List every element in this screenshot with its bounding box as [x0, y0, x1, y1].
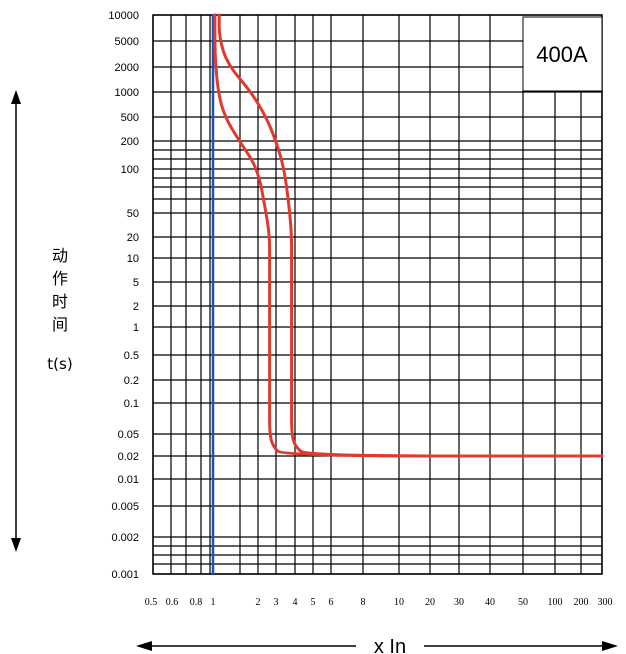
y-tick-label: 5000 — [115, 36, 139, 48]
y-tick-label: 0.02 — [118, 451, 139, 463]
arrow-left-icon — [136, 641, 152, 651]
x-tick-label: 0.5 — [145, 597, 158, 608]
y-tick-label: 200 — [121, 136, 139, 148]
x-tick-label: 3 — [274, 597, 279, 608]
y-tick-label: 0.01 — [118, 474, 139, 486]
ylabel-char-4: 间 — [52, 315, 68, 334]
y-tick-label: 0.001 — [111, 569, 139, 581]
x-tick-label: 300 — [598, 597, 613, 608]
x-tick-label: 0.6 — [166, 597, 179, 608]
y-tick-label: 0.002 — [111, 532, 139, 544]
y-tick-label: 0.05 — [118, 429, 139, 441]
x-tick-label: 1 — [211, 597, 216, 608]
x-tick-label: 30 — [454, 597, 464, 608]
y-tick-label: 1000 — [115, 87, 139, 99]
series-line-trip-curve-2 — [213, 13, 604, 458]
x-tick-label: 2 — [256, 597, 261, 608]
x-tick-label: 100 — [548, 597, 563, 608]
x-tick-label: 8 — [361, 597, 366, 608]
y-tick-label: 10 — [127, 253, 139, 265]
y-tick-label: 0.2 — [124, 375, 139, 387]
arrow-up-icon — [11, 90, 21, 104]
x-tick-label: 20 — [425, 597, 435, 608]
x-tick-label: 4 — [293, 597, 298, 608]
rating-box: 400A — [522, 16, 603, 92]
x-tick-label: 50 — [518, 597, 528, 608]
rating-label: 400A — [536, 42, 588, 67]
x-tick-label: 200 — [574, 597, 589, 608]
y-tick-label: 0.005 — [111, 501, 139, 513]
y-tick-label: 5 — [133, 277, 139, 289]
y-tick-label: 100 — [121, 164, 139, 176]
x-tick-labels: 0.5 0.6 0.8 1 2 3 4 5 6 8 10 20 30 40 50 100 200 300 — [145, 597, 613, 608]
x-tick-label: 40 — [485, 597, 495, 608]
series-layer — [211, 13, 604, 576]
arrow-right-icon — [602, 641, 618, 651]
y-tick-label: 20 — [127, 232, 139, 244]
y-tick-label: 500 — [121, 112, 139, 124]
y-tick-label: 0.1 — [124, 398, 139, 410]
y-tick-labels: 10000 5000 2000 1000 500 200 100 50 20 10 5 2 1 0.5 0.… — [108, 10, 139, 581]
y-tick-label: 50 — [127, 208, 139, 220]
plot-frame — [152, 14, 603, 575]
xlabel: x In — [374, 636, 406, 654]
arrow-down-icon — [11, 538, 21, 552]
ylabel-char-3: 时 — [52, 292, 68, 311]
ylabel-char-2: 作 — [52, 269, 68, 288]
plot-border — [152, 14, 603, 575]
series-line-trip-curve-1 — [217, 13, 604, 458]
y-tick-label: 2 — [133, 301, 139, 313]
y-tick-label: 2000 — [115, 62, 139, 74]
y-tick-label: 1 — [133, 322, 139, 334]
x-tick-label: 0.8 — [190, 597, 203, 608]
ylabel-unit: t(s) — [47, 355, 72, 373]
x-axis-title: x In — [136, 636, 618, 654]
y-tick-label: 0.5 — [124, 350, 139, 362]
y-tick-label: 10000 — [108, 10, 139, 22]
x-tick-label: 5 — [311, 597, 316, 608]
x-tick-label: 10 — [394, 597, 404, 608]
x-tick-label: 6 — [329, 597, 334, 608]
ylabel-char-1: 动 — [52, 246, 68, 265]
y-axis-title: 动 作 时 间 t(s) — [11, 90, 73, 552]
